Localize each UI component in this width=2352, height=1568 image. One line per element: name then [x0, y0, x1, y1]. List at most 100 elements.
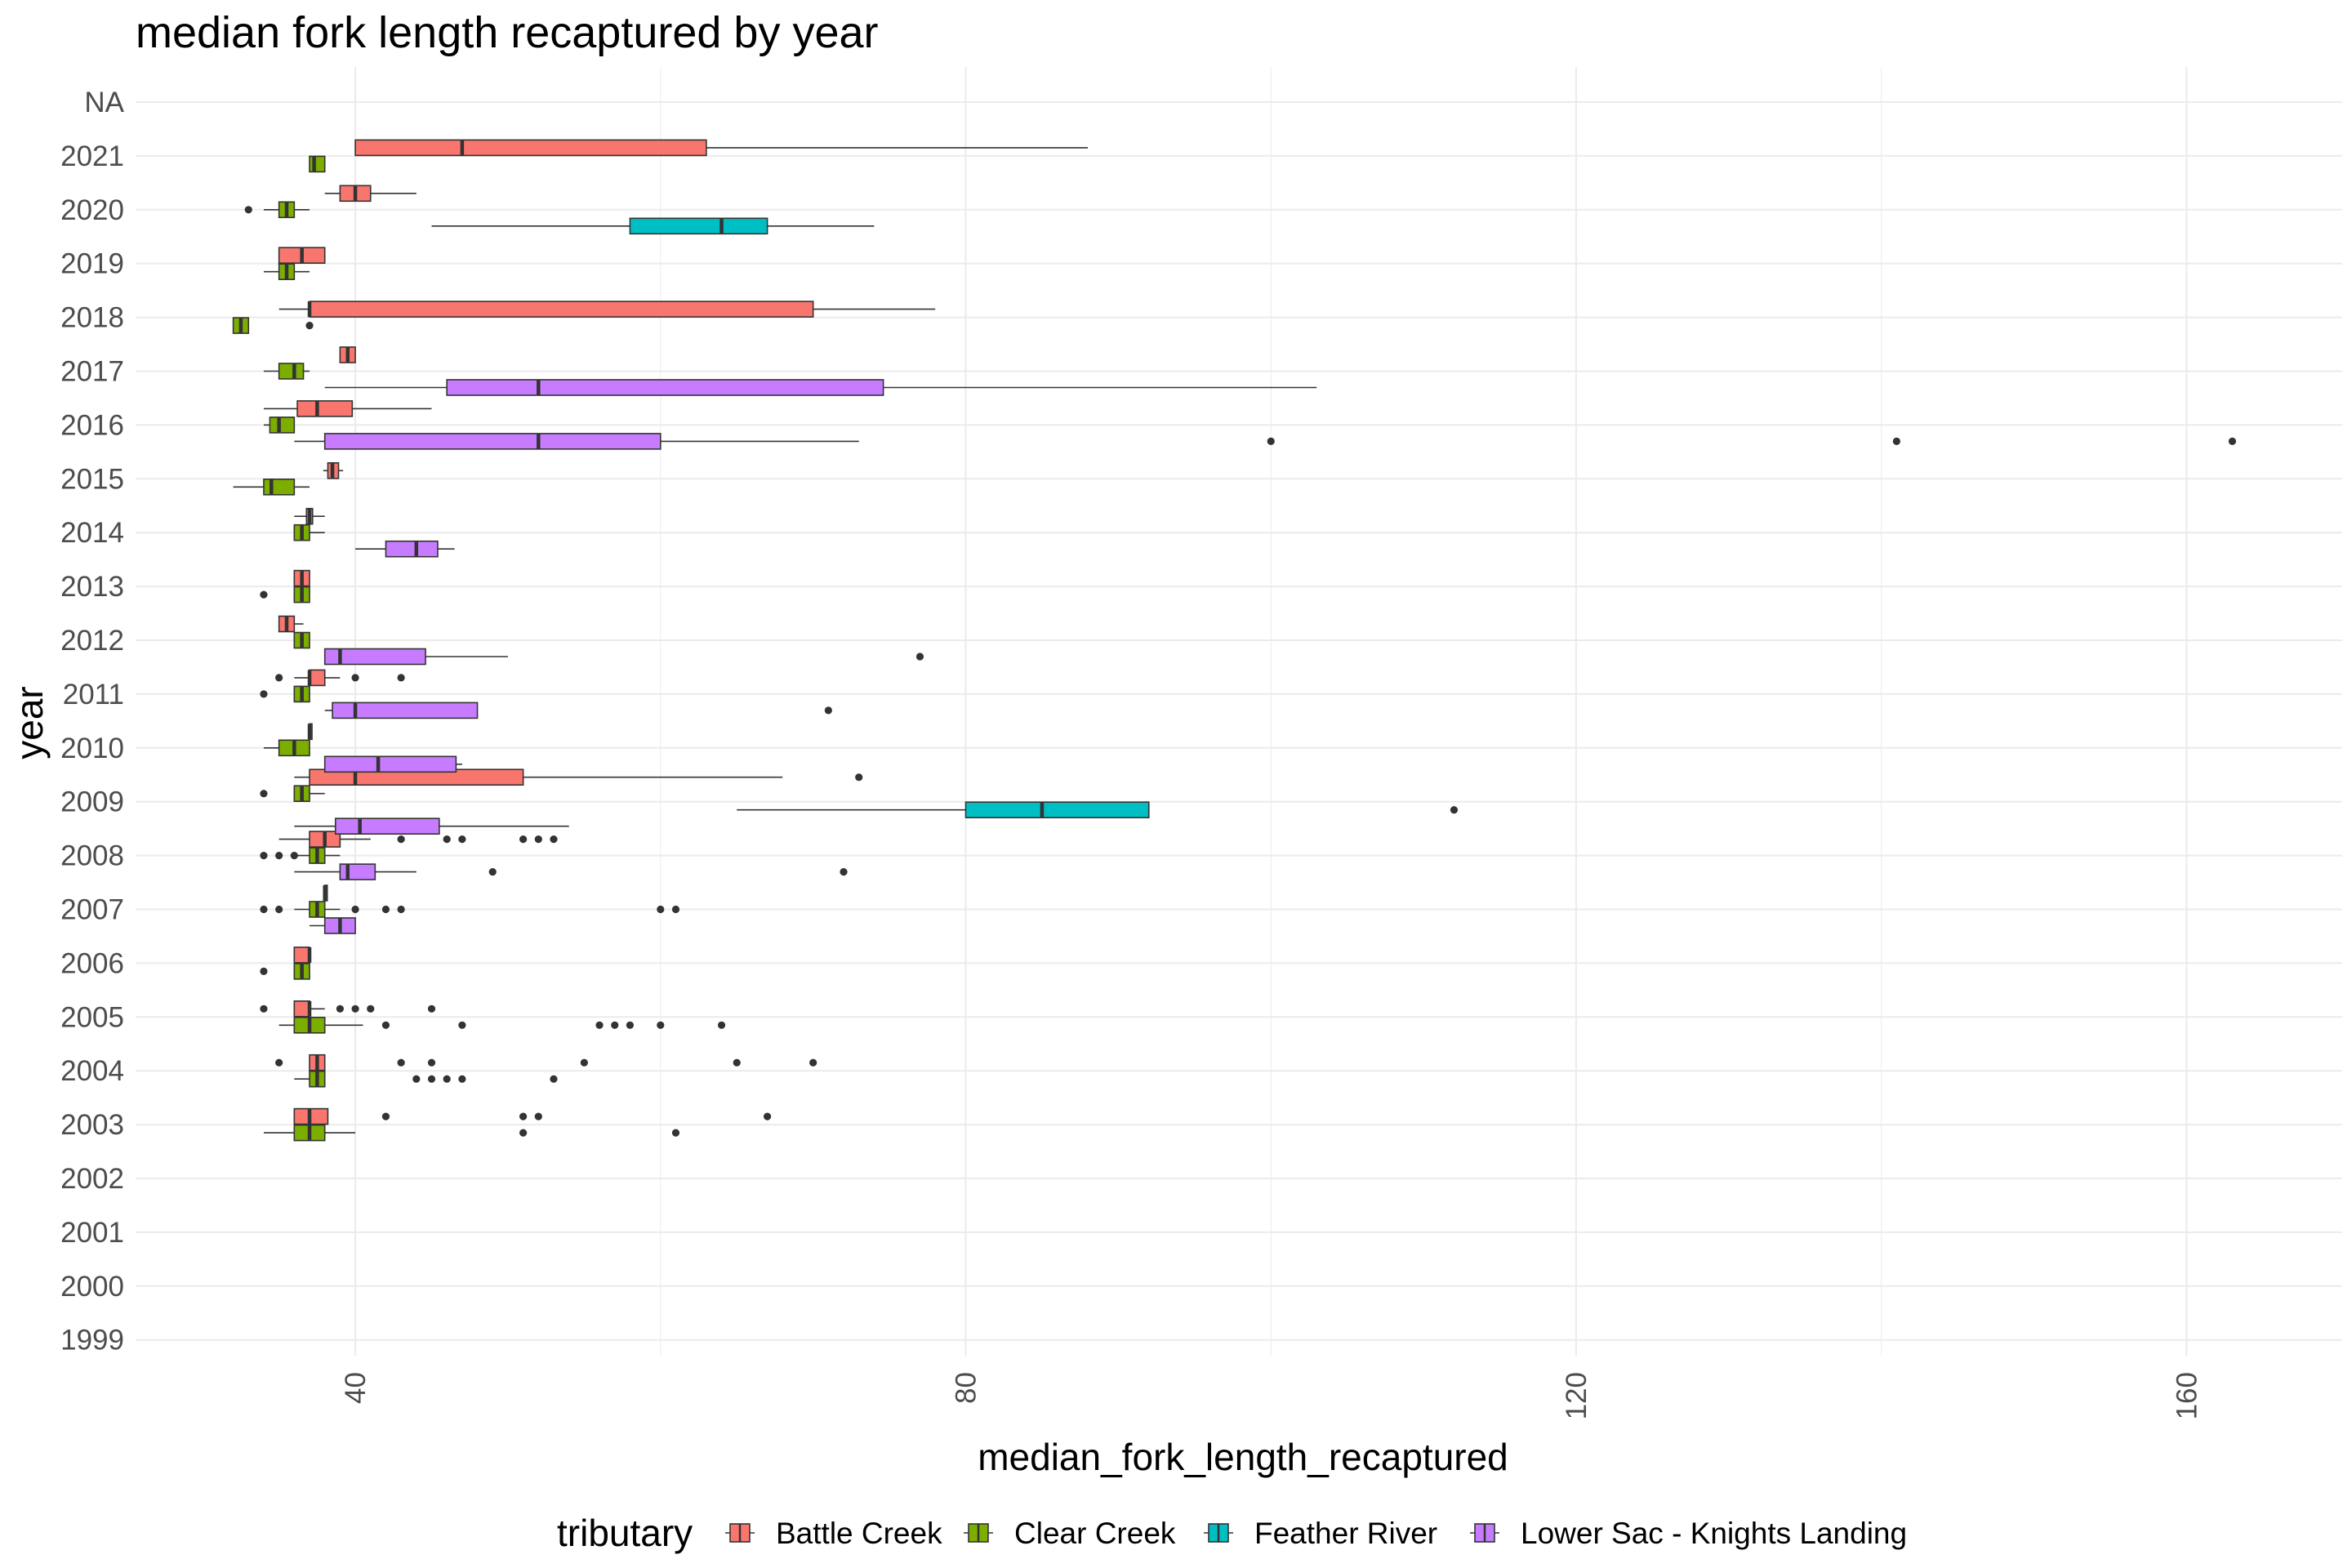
box-clear-creek-2007 [260, 901, 680, 918]
box-battle-creek-2003 [293, 1107, 772, 1125]
y-tick-label: 2017 [60, 356, 124, 388]
outlier-point [427, 1075, 436, 1083]
box-battle-creek-2006 [293, 947, 312, 964]
outlier-point [351, 674, 359, 682]
y-tick-label: 2011 [63, 679, 124, 710]
outlier-point [671, 1129, 680, 1137]
legend-item-lower-sac-knights-landing: Lower Sac - Knights Landing [1470, 1517, 1907, 1550]
box-clear-creek-2021 [309, 155, 326, 173]
outlier-point [488, 868, 497, 876]
box-iqr [293, 1000, 310, 1018]
y-tick-label: 2021 [60, 140, 124, 172]
y-tick-label: 2013 [60, 571, 124, 603]
x-tick-label: 160 [2171, 1372, 2203, 1419]
box-lower-sac-knights-landing-2014 [355, 540, 455, 558]
outlier-point [336, 1004, 344, 1013]
outlier-point [1267, 437, 1275, 446]
legend-title: tributary [557, 1512, 693, 1554]
box-iqr [309, 155, 326, 173]
y-tick-label: 2006 [60, 947, 124, 979]
y-tick-label: 2001 [60, 1217, 124, 1249]
outlier-point [443, 835, 451, 844]
box-clear-creek-2012 [293, 631, 310, 649]
chart-title: median fork length recaptured by year [136, 8, 879, 57]
box-lower-sac-knights-landing-2008 [294, 863, 848, 880]
outlier-point [443, 1075, 451, 1083]
legend-items: Battle Creek Clear Creek Feather River Lowe… [725, 1517, 1907, 1550]
y-tick-label: 2019 [60, 248, 124, 280]
outlier-point [458, 1021, 466, 1029]
outlier-point [260, 790, 268, 798]
outlier-point [550, 835, 558, 844]
box-battle-creek-2008 [278, 831, 558, 848]
y-tick-label: 2002 [60, 1163, 124, 1195]
outlier-point [717, 1021, 726, 1029]
box-iqr [332, 702, 479, 719]
x-tick-label: 40 [340, 1372, 372, 1404]
outlier-point [367, 1004, 375, 1013]
outlier-point [351, 905, 359, 914]
x-tick-labels: 40 80 120 160 [340, 1372, 2203, 1419]
box-lower-sac-knights-landing-2009 [294, 817, 569, 835]
outlier-point [427, 1004, 436, 1013]
outlier-point [519, 1112, 528, 1120]
box-battle-creek-2019 [278, 247, 326, 265]
legend-item-feather-river: Feather River [1204, 1517, 1437, 1550]
outlier-point [1892, 437, 1900, 446]
outlier-point [381, 1021, 390, 1029]
outlier-point [824, 706, 832, 715]
box-iqr [269, 416, 296, 434]
outlier-point [626, 1021, 635, 1029]
box-clear-creek-2014 [293, 523, 325, 541]
box-iqr [339, 863, 376, 880]
box-battle-creek-2011 [275, 669, 405, 687]
y-tick-label: 2015 [60, 463, 124, 495]
outlier-point [260, 690, 268, 698]
outlier-point [580, 1058, 588, 1067]
x-tick-label: 120 [1561, 1372, 1592, 1419]
box-clear-creek-2016 [263, 416, 296, 434]
outlier-point [915, 653, 924, 661]
box-iqr [296, 400, 354, 417]
box-battle-creek-2014 [294, 507, 325, 525]
legend-item-clear-creek: Clear Creek [964, 1517, 1176, 1550]
outlier-point [2228, 437, 2237, 446]
outlier-point [840, 868, 848, 876]
outlier-point [397, 905, 405, 914]
y-axis-title: year [8, 686, 51, 759]
outlier-point [305, 322, 314, 330]
outlier-point [458, 835, 466, 844]
outlier-point [764, 1112, 772, 1120]
y-tick-label: 1999 [60, 1325, 124, 1356]
legend-label: Lower Sac - Knights Landing [1521, 1517, 1907, 1550]
outlier-point [275, 1058, 283, 1067]
outlier-point [550, 1075, 558, 1083]
outlier-point [611, 1021, 619, 1029]
box-iqr [334, 817, 440, 835]
box-battle-creek-2004 [275, 1054, 817, 1071]
outlier-point [412, 1075, 421, 1083]
legend-label: Battle Creek [776, 1517, 942, 1550]
box-iqr [278, 363, 305, 380]
y-tick-label: 2004 [60, 1055, 124, 1087]
box-battle-creek-2005 [260, 1000, 436, 1018]
outlier-point [351, 1004, 359, 1013]
box-iqr [354, 139, 707, 157]
outlier-point [260, 967, 268, 975]
box-iqr [309, 301, 814, 318]
y-tick-label: 2007 [60, 894, 124, 926]
box-battle-creek-2020 [324, 185, 416, 203]
outlier-point [244, 206, 252, 214]
box-iqr [263, 478, 296, 496]
box-clear-creek-2011 [260, 685, 310, 703]
legend-label: Clear Creek [1014, 1517, 1176, 1550]
y-tick-label: 2018 [60, 302, 124, 334]
box-battle-creek-2007 [323, 884, 328, 902]
outlier-point [397, 1058, 405, 1067]
outlier-point [260, 905, 268, 914]
outlier-point [275, 905, 283, 914]
outlier-point [397, 674, 405, 682]
y-tick-label: 2009 [60, 786, 124, 818]
y-tick-label: 2010 [60, 733, 124, 764]
